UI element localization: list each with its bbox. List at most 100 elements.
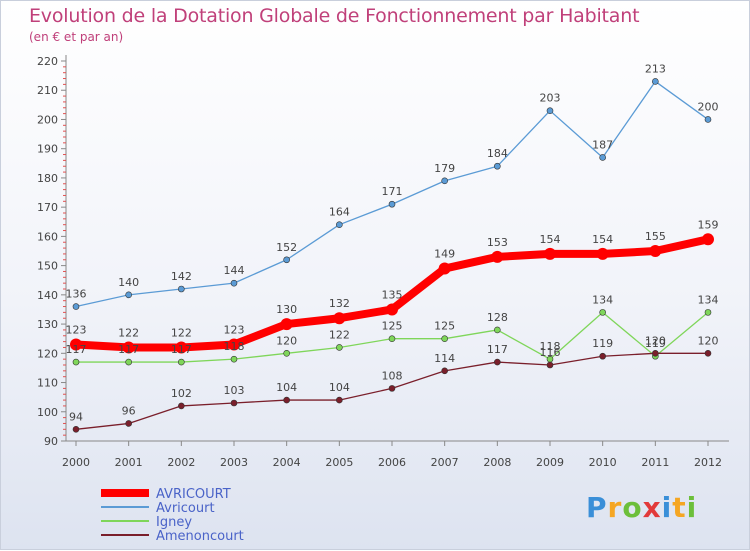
data-label: 136: [66, 288, 87, 301]
y-tick-label: 100: [37, 406, 58, 419]
data-point: [336, 344, 343, 351]
data-label: 142: [171, 270, 192, 283]
x-tick-label: 2003: [220, 456, 248, 469]
data-point: [599, 352, 606, 360]
x-tick-label: 2008: [483, 456, 511, 469]
data-label: 117: [66, 343, 87, 356]
data-label: 155: [645, 230, 666, 243]
logo-letter: P: [586, 491, 608, 524]
y-tick-label: 180: [37, 172, 58, 185]
data-point: [178, 402, 185, 410]
y-tick-label: 220: [37, 55, 58, 68]
data-point: [494, 358, 501, 366]
data-point: [491, 250, 504, 263]
data-point: [70, 338, 82, 351]
data-point: [649, 245, 662, 257]
data-label: 140: [118, 276, 139, 289]
data-point: [336, 396, 343, 404]
data-point: [702, 233, 714, 246]
data-point: [388, 335, 396, 342]
data-label: 117: [487, 343, 508, 356]
data-label: 117: [118, 343, 139, 356]
data-point: [388, 385, 396, 392]
data-label: 154: [592, 233, 613, 246]
legend-label: Igney: [156, 515, 192, 530]
data-point: [336, 221, 343, 228]
data-point: [441, 335, 448, 342]
data-point: [72, 358, 80, 366]
data-point: [599, 309, 606, 316]
data-label: 120: [645, 334, 666, 347]
data-point: [125, 291, 132, 299]
y-tick-label: 200: [37, 113, 58, 126]
x-tick-label: 2012: [694, 456, 722, 469]
data-label: 119: [592, 337, 613, 350]
data-point: [230, 399, 238, 407]
data-label: 128: [487, 311, 508, 324]
data-label: 102: [171, 387, 192, 400]
data-label: 164: [329, 206, 350, 219]
data-label: 123: [66, 324, 87, 337]
data-point: [494, 326, 501, 334]
data-point: [704, 309, 712, 316]
data-label: 130: [276, 303, 297, 316]
data-label: 125: [434, 320, 455, 333]
data-point: [386, 303, 398, 316]
data-label: 125: [382, 320, 403, 333]
data-label: 200: [698, 100, 719, 113]
y-tick-label: 150: [37, 260, 58, 273]
data-label: 184: [487, 147, 508, 160]
x-tick-label: 2004: [273, 456, 301, 469]
logo-letter: i: [661, 491, 673, 524]
legend-label: Avricourt: [156, 501, 215, 516]
data-point: [652, 78, 659, 85]
data-point: [283, 350, 290, 357]
y-tick-label: 120: [37, 347, 58, 360]
data-label: 152: [276, 241, 297, 254]
data-label: 122: [329, 328, 350, 341]
x-tick-label: 2001: [115, 456, 143, 469]
data-point: [546, 107, 554, 114]
data-label: 96: [122, 404, 136, 417]
data-point: [72, 303, 80, 310]
data-point: [599, 154, 606, 161]
data-point: [283, 396, 290, 404]
data-label: 149: [434, 248, 455, 261]
data-label: 153: [487, 236, 508, 249]
data-point: [546, 361, 554, 369]
x-tick-label: 2007: [431, 456, 459, 469]
data-label: 104: [329, 381, 350, 394]
x-tick-label: 2011: [641, 456, 669, 469]
y-tick-label: 190: [37, 143, 58, 156]
data-point: [333, 312, 346, 325]
data-label: 154: [540, 233, 561, 246]
legend-label: Amenoncourt: [156, 529, 244, 544]
data-point: [228, 338, 240, 351]
chart-subtitle: (en € et par an): [29, 30, 124, 44]
data-label: 187: [592, 138, 613, 151]
data-point: [704, 350, 712, 357]
data-label: 94: [69, 410, 83, 423]
data-point: [125, 358, 132, 366]
data-point: [596, 247, 609, 260]
data-point: [175, 341, 188, 354]
data-point: [704, 116, 712, 123]
data-label: 122: [171, 326, 192, 339]
logo-letter: o: [622, 491, 643, 524]
data-label: 132: [329, 297, 350, 310]
data-label: 179: [434, 162, 455, 175]
data-point: [494, 162, 501, 170]
y-tick-label: 210: [37, 84, 58, 97]
data-label: 144: [224, 264, 245, 277]
x-tick-label: 2002: [167, 456, 195, 469]
y-tick-label: 130: [37, 318, 58, 331]
y-tick-label: 160: [37, 230, 58, 243]
data-point: [544, 247, 556, 260]
data-point: [652, 350, 659, 357]
data-point: [280, 318, 293, 331]
data-point: [178, 358, 185, 366]
legend-label: AVRICOURT: [156, 487, 231, 502]
data-label: 134: [698, 293, 719, 306]
